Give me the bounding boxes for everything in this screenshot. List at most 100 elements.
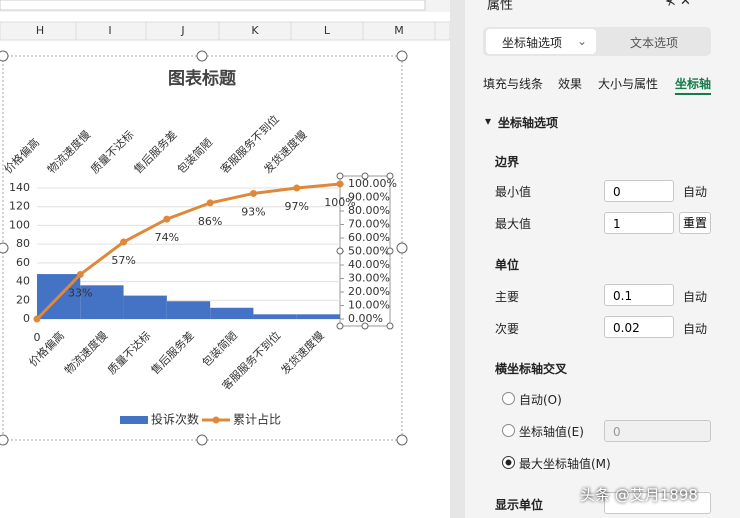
watermark: 头条 @艾月1898 [580,486,698,504]
input[interactable]: 1 [604,212,674,234]
y-tick-label: 80 [16,237,30,250]
data-label: 100% [324,196,355,209]
label: 主要 [495,290,520,304]
bar [296,314,340,319]
column-header [0,21,451,41]
y2-tick-label: 100.00% [348,177,397,190]
name-box[interactable] [0,0,426,11]
y2-tick-label: 40.00% [348,258,390,271]
auto-link[interactable]: 自动 [683,322,708,336]
subtab[interactable]: 大小与属性 [598,77,659,91]
input[interactable]: 0.02 [604,316,674,338]
radio-selected[interactable] [502,456,515,469]
reset-button[interactable]: 重置 [679,212,712,234]
auto-link[interactable]: 自动 [683,290,708,304]
label: 次要 [495,322,520,336]
data-label: 74% [155,231,179,244]
axis-handle[interactable] [361,322,369,330]
y-tick-label: 140 [9,181,30,194]
line-point [163,215,171,223]
section-title[interactable]: 坐标轴选项 [498,116,559,130]
subtab-active[interactable]: 坐标轴 [675,77,712,91]
bar [80,285,124,319]
chart-frame[interactable] [2,55,403,441]
y2-tick-label: 90.00% [348,191,390,204]
data-label: 86% [198,215,222,228]
resize-handle[interactable] [196,50,208,62]
bar [253,314,297,319]
axis-handle[interactable] [336,247,344,255]
line-point [120,238,128,246]
label: 最大值 [495,217,532,231]
section-caret: ▾ [485,114,492,128]
resize-handle[interactable] [0,50,9,62]
radio-label[interactable]: 自动(O) [519,393,562,407]
y-tick-label: 40 [16,275,30,288]
axis-handle[interactable] [386,172,394,180]
bar [166,301,211,319]
scrollbar[interactable] [450,0,465,518]
heading: 单位 [495,258,520,272]
line-point [336,180,344,188]
data-label: 57% [111,254,135,267]
data-label: 0 [34,331,41,344]
resize-handle[interactable] [0,242,9,254]
axis-handle[interactable] [336,322,344,330]
axis-handle[interactable] [386,322,394,330]
line-point [33,315,41,323]
subtab[interactable]: 效果 [558,77,583,91]
data-label: 93% [241,205,265,218]
y2-tick-label: 70.00% [348,218,390,231]
column-letter: J [180,24,184,37]
input[interactable] [604,492,711,514]
y2-tick-label: 10.00% [348,299,390,312]
resize-handle[interactable] [396,242,408,254]
y2-tick-label: 0.00% [348,312,383,325]
tab[interactable]: 文本选项 [630,36,679,50]
chart-title: 图表标题 [168,68,237,89]
tab[interactable]: 坐标轴选项 [502,36,563,50]
y2-tick-label: 20.00% [348,285,390,298]
line [35,182,341,321]
panel-title: 属性 [487,0,514,13]
y2-tick-label: 60.00% [348,231,390,244]
y2-tick-label: 50.00% [348,245,390,258]
radio[interactable] [502,392,515,405]
y2-tick-label: 80.00% [348,204,390,217]
input[interactable]: 0.1 [604,284,674,306]
resize-handle[interactable] [396,50,408,62]
radio-label[interactable]: 坐标轴值(E) [519,425,584,439]
y-tick-label: 0 [23,312,30,325]
subtab[interactable]: 填充与线条 [483,77,544,91]
y2-tick-label: 30.00% [348,272,390,285]
column-letter: L [324,24,331,37]
line-point [76,270,84,278]
resize-handle[interactable] [0,434,9,446]
data-label: 33% [68,286,92,299]
column-letter: H [36,24,44,37]
radio[interactable] [502,424,515,437]
auto-link[interactable]: 自动 [683,185,708,199]
pin-close[interactable]: ⊀ ✕ [665,0,691,9]
column-letter: M [394,24,404,37]
axis-handle[interactable] [336,172,344,180]
y-tick-label: 20 [16,293,30,306]
tab-active[interactable] [486,29,596,54]
line-point [206,199,214,207]
legend-swatch [212,416,220,424]
subtab-underline [675,93,711,95]
axis-handle[interactable] [361,172,369,180]
label: 最小值 [495,185,532,199]
legend-swatch [120,416,148,424]
axis-handle[interactable] [386,247,394,255]
heading: 边界 [495,155,520,169]
resize-handle[interactable] [396,434,408,446]
radio-label[interactable]: 最大坐标轴值(M) [519,457,611,471]
data-label: 97% [284,200,308,213]
resize-handle[interactable] [196,434,208,446]
input-disabled: 0 [604,420,711,442]
line-point [293,184,301,192]
sheet: 图表标题 H I J K L M 0 20 40 60 80 100 120 140 0.00%10.00%… [0,0,465,518]
input[interactable]: 0 [604,180,674,202]
panel: 属性 ⊀ ✕ 坐标轴选项 ⌄ 文本选项 填充与线条 效果 大小与属性 坐标轴 ▾… [465,0,740,518]
